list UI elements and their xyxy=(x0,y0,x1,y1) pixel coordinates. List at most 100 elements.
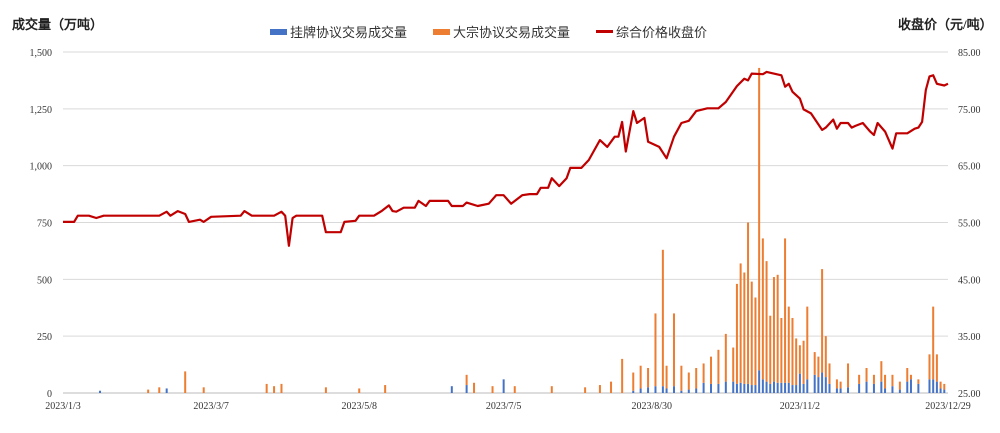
left-tick-label: 1,500 xyxy=(30,48,53,59)
bar-bulk xyxy=(817,356,820,378)
bar-listed xyxy=(917,383,920,393)
left-tick-label: 500 xyxy=(37,275,52,286)
bar-listed xyxy=(710,383,713,393)
bar-bulk xyxy=(621,358,624,393)
left-tick-label: 750 xyxy=(37,219,52,230)
bar-listed xyxy=(732,381,735,393)
legend-label: 挂牌协议交易成交量 xyxy=(290,25,408,40)
bar-listed xyxy=(661,386,664,393)
x-tick-label: 2023/5/8 xyxy=(341,401,377,412)
bar-bulk xyxy=(665,365,668,389)
legend-swatch-orange xyxy=(433,28,451,35)
bar-listed xyxy=(647,387,650,393)
bar-bulk xyxy=(847,363,850,388)
bar-listed xyxy=(765,381,768,393)
bar-bulk xyxy=(943,383,946,390)
left-tick-label: 0 xyxy=(47,389,52,400)
bar-bulk xyxy=(732,347,735,382)
x-tick-label: 2023/1/3 xyxy=(45,401,81,412)
bar-listed xyxy=(761,379,764,393)
bar-bulk xyxy=(702,363,705,383)
bar-bulk xyxy=(654,313,657,387)
bar-bulk xyxy=(724,333,727,382)
bar-listed xyxy=(932,379,935,393)
bar-listed xyxy=(865,381,868,393)
legend-label: 大宗协议交易成交量 xyxy=(453,25,571,40)
bar-bulk xyxy=(935,354,938,382)
bar-listed xyxy=(858,383,861,393)
bar-listed xyxy=(872,383,875,393)
bar-listed xyxy=(791,385,794,393)
bar-bulk xyxy=(158,387,161,393)
right-tick-label: 35.00 xyxy=(958,332,981,343)
bar-bulk xyxy=(695,367,698,389)
left-tick-label: 1,000 xyxy=(30,162,53,173)
bar-bulk xyxy=(710,356,713,384)
bar-bulk xyxy=(884,374,887,389)
bar-listed xyxy=(798,373,801,393)
bar-bulk xyxy=(806,306,809,380)
left-tick-label: 250 xyxy=(37,332,52,343)
legend-label: 综合价格收盘价 xyxy=(616,25,708,40)
bar-listed xyxy=(802,383,805,393)
bar-listed xyxy=(821,372,824,393)
bar-listed xyxy=(828,383,831,393)
bar-bulk xyxy=(687,372,690,390)
bar-listed xyxy=(632,390,635,393)
bar-listed xyxy=(891,386,894,393)
bar-listed xyxy=(99,390,102,393)
bar-bulk xyxy=(680,365,683,391)
bar-listed xyxy=(687,389,690,393)
bar-listed xyxy=(654,386,657,393)
bar-listed xyxy=(743,383,746,393)
bar-listed xyxy=(672,386,675,393)
bar-bulk xyxy=(639,365,642,389)
bar-bulk xyxy=(824,336,827,378)
left-axis-title: 成交量（万吨） xyxy=(12,17,104,32)
bar-bulk xyxy=(735,283,738,384)
bar-bulk xyxy=(647,367,650,388)
bar-listed xyxy=(665,388,668,393)
bar-listed xyxy=(817,377,820,393)
legend-swatch-red-line xyxy=(596,30,614,33)
bar-listed xyxy=(165,388,168,393)
bar-bulk xyxy=(739,263,742,383)
bar-listed xyxy=(943,389,946,393)
bar-listed xyxy=(880,381,883,393)
bar-bulk xyxy=(743,272,746,384)
bar-bulk xyxy=(787,306,790,383)
bar-bulk xyxy=(898,381,901,390)
bar-listed xyxy=(806,379,809,393)
bar-listed xyxy=(780,382,783,393)
right-tick-label: 45.00 xyxy=(958,275,981,286)
bar-listed xyxy=(758,370,761,393)
bar-bulk xyxy=(672,313,675,387)
bar-bulk xyxy=(928,354,931,380)
bar-listed xyxy=(695,388,698,393)
right-axis-title: 收盘价（元/吨） xyxy=(898,17,993,32)
bar-bulk xyxy=(661,249,664,387)
bar-bulk xyxy=(858,374,861,384)
bar-bulk xyxy=(184,371,187,393)
bar-bulk xyxy=(324,387,327,393)
x-tick-label: 2023/7/5 xyxy=(486,401,522,412)
legend-item-bulk: 大宗协议交易成交量 xyxy=(433,22,570,41)
bar-bulk xyxy=(747,222,750,384)
bar-listed xyxy=(639,388,642,393)
x-tick-label: 2023/3/7 xyxy=(193,401,229,412)
bar-listed xyxy=(750,385,753,393)
bar-listed xyxy=(776,382,779,393)
bar-bulk xyxy=(772,277,775,382)
bar-bulk xyxy=(776,274,779,383)
bar-listed xyxy=(884,388,887,393)
bar-listed xyxy=(769,383,772,393)
bar-bulk xyxy=(598,385,601,393)
bar-bulk xyxy=(932,306,935,380)
right-tick-label: 65.00 xyxy=(958,162,981,173)
bar-bulk xyxy=(891,374,894,387)
bar-bulk xyxy=(802,340,805,384)
right-tick-label: 85.00 xyxy=(958,48,981,59)
bar-bulk xyxy=(465,374,468,386)
